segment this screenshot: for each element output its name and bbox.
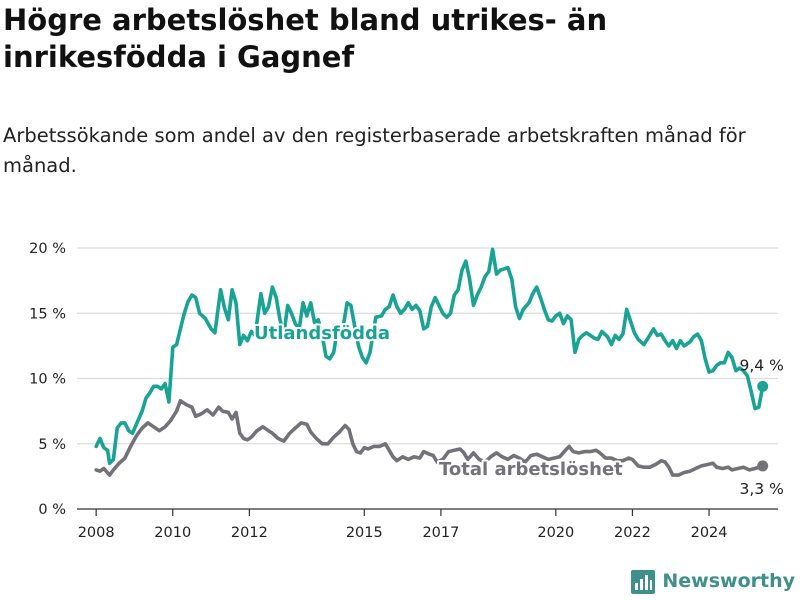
x-tick-label: 2020 bbox=[537, 525, 574, 541]
end-value-label: 9,4 % bbox=[740, 356, 784, 374]
end-point-utlandsfödda bbox=[757, 380, 769, 392]
newsworthy-logo: Newsworthy bbox=[631, 566, 795, 596]
grid-lines bbox=[77, 247, 778, 445]
chart-title: Högre arbetslöshet bland utrikes- än inr… bbox=[3, 3, 608, 74]
y-tick-label: 10 % bbox=[29, 372, 66, 388]
y-tick-label: 0 % bbox=[38, 502, 66, 518]
end-point-total-arbetslöshet bbox=[757, 460, 769, 472]
x-tick-label: 2017 bbox=[422, 525, 459, 541]
series-line-total-arbetslöshet bbox=[94, 398, 765, 477]
inline-series-label: Utlandsfödda bbox=[254, 323, 390, 344]
inline-series-label: Total arbetslöshet bbox=[439, 459, 623, 480]
chart-labels: 9,4 % 3,3 % Utlandsfödda Total arbetslöshet bbox=[252, 321, 784, 498]
series-lines bbox=[94, 247, 769, 477]
y-tick-label: 15 % bbox=[29, 306, 66, 322]
end-value-label: 3,3 % bbox=[740, 480, 784, 498]
series-line-utlandsfödda bbox=[94, 247, 765, 466]
y-tick-label: 20 % bbox=[29, 241, 66, 257]
x-tick-label: 2024 bbox=[691, 525, 728, 541]
y-tick-label: 5 % bbox=[38, 437, 66, 453]
axes: 0 % 5 % 10 % 15 % 20 % 2008 2010 2012 2015 2017 20… bbox=[29, 241, 778, 541]
x-tick-label: 2022 bbox=[614, 525, 651, 541]
x-tick-label: 2015 bbox=[346, 525, 383, 541]
x-tick-label: 2010 bbox=[154, 525, 191, 541]
brand-name: Newsworthy bbox=[662, 570, 795, 592]
x-tick-label: 2008 bbox=[78, 525, 115, 541]
x-tick-label: 2012 bbox=[231, 525, 268, 541]
newsworthy-logo-icon bbox=[631, 570, 656, 594]
chart-subtitle: Arbetssökande som andel av den registerb… bbox=[3, 124, 746, 177]
